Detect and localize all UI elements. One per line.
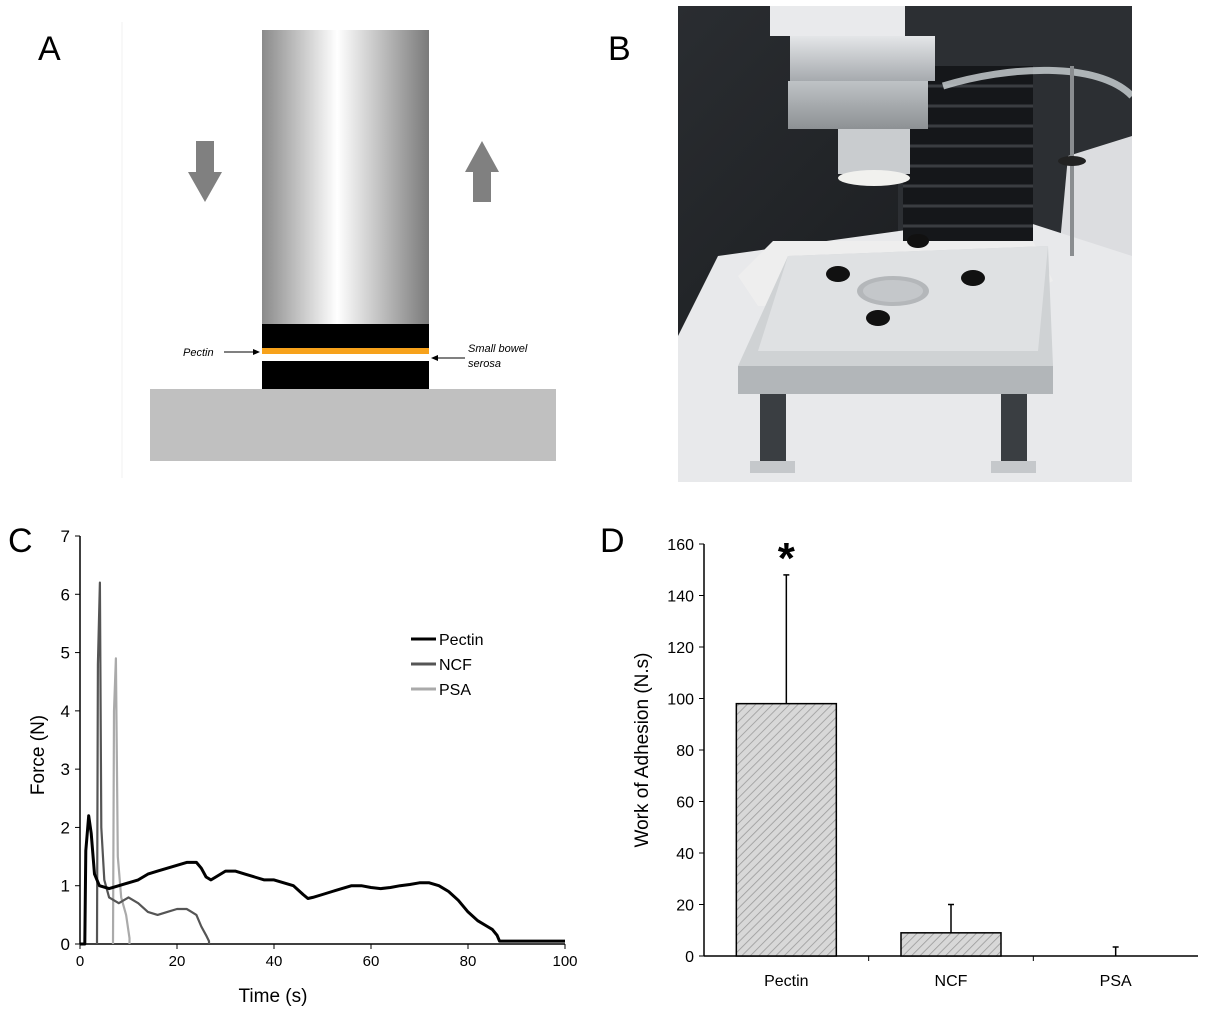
chart-d-y-tick-label: 80 bbox=[676, 743, 694, 760]
chart-c-x-tick-label: 40 bbox=[266, 953, 283, 970]
chart-c-y-tick-label: 0 bbox=[61, 935, 70, 954]
category-label-psa: PSA bbox=[1100, 973, 1132, 990]
bar-pectin bbox=[735, 702, 838, 957]
panel-letter-a: A bbox=[38, 30, 61, 68]
serosa-label-line1: Small bowel bbox=[468, 343, 528, 355]
chart-c-x-tick-label: 60 bbox=[363, 953, 380, 970]
chart-c-x-tick-label: 0 bbox=[76, 953, 84, 970]
category-label-pectin: Pectin bbox=[764, 973, 808, 990]
probe-cylinder bbox=[262, 30, 429, 324]
chart-c-axes: 0 20 40 60 80 100 0 1 2 3 4 5 6 7 bbox=[61, 527, 578, 970]
arrow-down-icon bbox=[188, 141, 222, 202]
series-line-pectin bbox=[80, 814, 565, 946]
arrow-up-icon bbox=[465, 141, 499, 202]
chart-c-x-tick-label: 100 bbox=[552, 953, 577, 970]
chart-d-y-tick-label: 60 bbox=[676, 795, 694, 812]
category-label-ncf: NCF bbox=[935, 973, 968, 990]
bar-ncf bbox=[900, 932, 1002, 957]
panel-letter-d: D bbox=[600, 522, 625, 560]
chart-c-y-tick-label: 1 bbox=[61, 877, 70, 896]
chart-d-bars: Pectin * NCF PSA bbox=[735, 534, 1132, 990]
series-line-psa bbox=[111, 657, 131, 945]
chart-d-y-tick-label: 20 bbox=[676, 898, 694, 915]
chart-c-y-tick-label: 4 bbox=[61, 702, 70, 721]
pectin-layer bbox=[262, 348, 429, 354]
chart-d-y-tick-label: 120 bbox=[667, 640, 694, 657]
chart-c-y-tick-label: 5 bbox=[61, 644, 70, 663]
legend-label-psa: PSA bbox=[439, 682, 471, 699]
chart-d-y-tick-label: 100 bbox=[667, 692, 694, 709]
legend-label-ncf: NCF bbox=[439, 657, 472, 674]
serosa-layer bbox=[262, 354, 429, 361]
chart-c-series bbox=[80, 581, 565, 946]
adhesion-test-diagram: Pectin Small bowel serosa bbox=[121, 22, 556, 478]
chart-d-y-tick-label: 0 bbox=[685, 949, 694, 966]
chart-c-y-tick-label: 3 bbox=[61, 760, 70, 779]
chart-d-y-tick-label: 160 bbox=[667, 537, 694, 554]
force-time-chart: 0 20 40 60 80 100 0 1 2 3 4 5 6 7 Pectin NCF PSA Time (… bbox=[28, 527, 578, 1007]
pectin-label: Pectin bbox=[183, 347, 214, 359]
panel-letter-c: C bbox=[8, 522, 33, 560]
legend-label-pectin: Pectin bbox=[439, 632, 483, 649]
chart-d-y-tick-label: 40 bbox=[676, 846, 694, 863]
significance-marker: * bbox=[778, 534, 796, 583]
serosa-label-line2: serosa bbox=[468, 358, 501, 370]
base-plate bbox=[150, 389, 556, 461]
chart-c-y-tick-label: 6 bbox=[61, 585, 70, 604]
texture-analyzer-photo bbox=[678, 6, 1132, 482]
chart-c-x-tick-label: 80 bbox=[460, 953, 477, 970]
work-of-adhesion-chart: 0 20 40 60 80 100 120 140 160 Pectin * NCF PSA Work… bbox=[632, 534, 1198, 990]
chart-c-legend: Pectin NCF PSA bbox=[411, 632, 483, 699]
chart-d-ylabel: Work of Adhesion (N.s) bbox=[632, 652, 653, 847]
panel-letter-b: B bbox=[608, 30, 631, 68]
series-line-ncf bbox=[95, 581, 211, 945]
chart-c-xlabel: Time (s) bbox=[239, 986, 308, 1007]
chart-c-x-tick-label: 20 bbox=[169, 953, 186, 970]
chart-c-ylabel: Force (N) bbox=[28, 715, 49, 795]
chart-c-y-tick-label: 2 bbox=[61, 818, 70, 837]
chart-c-y-tick-label: 7 bbox=[61, 527, 70, 546]
chart-d-y-tick-label: 140 bbox=[667, 589, 694, 606]
